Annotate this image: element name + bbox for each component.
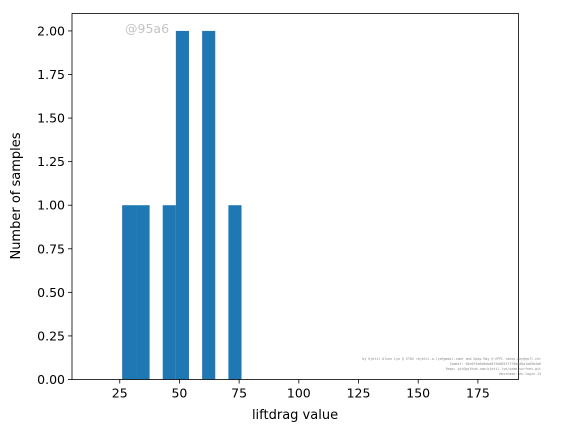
y-tick-label: 1.00 xyxy=(37,198,65,213)
y-axis-ticks: 0.00 0.25 0.50 0.75 1.00 1.25 1.50 1.75 2.00 xyxy=(37,23,72,387)
histogram-bar-3 xyxy=(175,30,189,380)
x-tick-label: 150 xyxy=(406,386,430,401)
x-tick-label: 175 xyxy=(466,386,490,401)
credits-line-3: Repo: git@github.com:kjetil-lye/some_sur… xyxy=(446,367,541,371)
x-tick-label: 25 xyxy=(112,386,128,401)
histogram-bar-5 xyxy=(228,205,242,380)
x-tick-label: 50 xyxy=(171,386,187,401)
x-tick-label: 75 xyxy=(231,386,247,401)
y-tick-label: 0.75 xyxy=(37,241,65,256)
watermark-text: @95a6 xyxy=(125,21,169,36)
histogram-bar-0 xyxy=(122,205,137,380)
histogram-bar-2 xyxy=(162,205,176,380)
bars-group xyxy=(122,30,242,380)
credits-block: by Kjetil Olsen Lye @ ETHZ <kjetil.o.lye… xyxy=(362,357,541,376)
y-axis-label: Number of samples xyxy=(9,132,24,259)
y-tick-label: 1.75 xyxy=(37,67,65,82)
y-tick-label: 0.00 xyxy=(37,372,65,387)
y-tick-label: 1.25 xyxy=(37,154,65,169)
histogram-bar-1 xyxy=(136,205,150,380)
y-tick-label: 0.50 xyxy=(37,285,65,300)
x-axis-label: liftdrag value xyxy=(252,408,338,423)
x-axis-ticks: 25 50 75 100 125 150 175 xyxy=(112,379,490,401)
y-tick-label: 1.50 xyxy=(37,111,65,126)
y-tick-label: 0.25 xyxy=(37,328,65,343)
x-tick-label: 125 xyxy=(347,386,371,401)
histogram-bar-4 xyxy=(202,30,216,380)
x-tick-label: 100 xyxy=(287,386,311,401)
credits-line-2: Commit: 05e0f5a6e0ebd8f2b6653ff79b8d6a1a… xyxy=(450,362,541,366)
y-tick-label: 2.00 xyxy=(37,23,65,38)
credits-line-1: by Kjetil Olsen Lye @ ETHZ <kjetil.o.lye… xyxy=(362,357,541,361)
plot-frame xyxy=(71,13,519,380)
credits-line-4: Hostname: eu-login-13 xyxy=(499,372,541,376)
